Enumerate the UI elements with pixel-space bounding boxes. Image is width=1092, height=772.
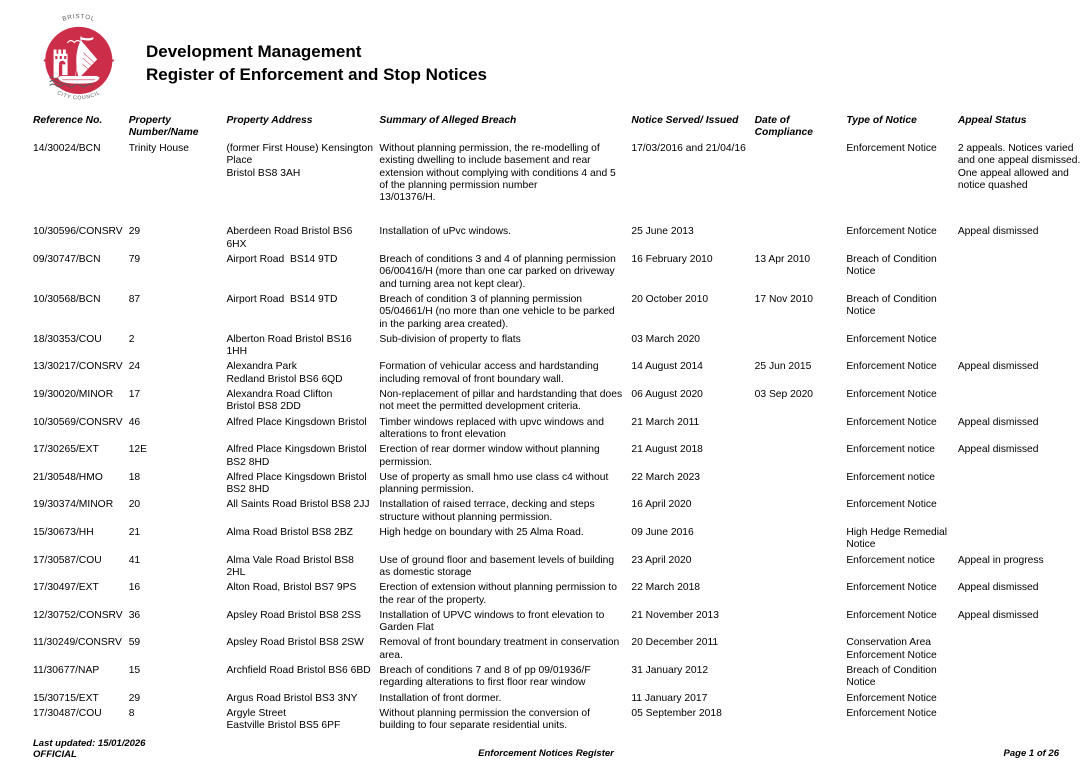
svg-text:BRISTOL: BRISTOL (62, 14, 96, 23)
